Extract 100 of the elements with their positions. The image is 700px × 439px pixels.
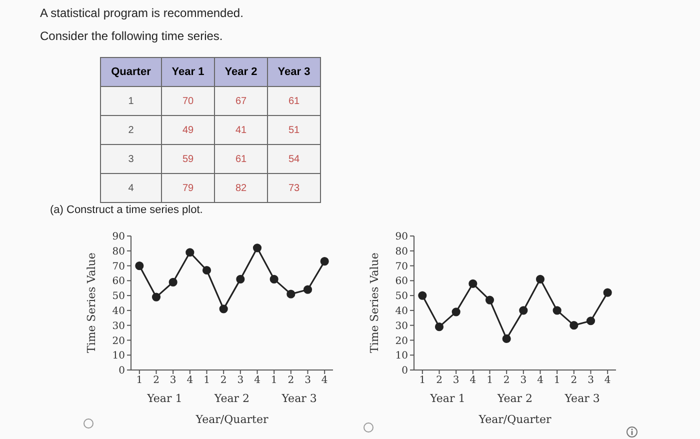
x-tick-label: 3 xyxy=(237,375,244,386)
data-label: 61 xyxy=(214,144,268,174)
data-label: 82 xyxy=(214,174,268,202)
point xyxy=(219,304,228,314)
x-tick-label: 3 xyxy=(452,375,460,386)
point xyxy=(502,334,511,344)
point xyxy=(135,261,144,270)
x-tick-label: Year 1 xyxy=(162,58,214,86)
point xyxy=(270,274,278,284)
point xyxy=(552,306,562,315)
x-axis-title: Year/Quarter xyxy=(194,413,270,426)
y-axis-title: Time Series Value xyxy=(84,252,98,353)
x-tick-label: 3 xyxy=(520,375,527,386)
data-label: 67 xyxy=(214,86,268,116)
y-tick-label: 80 xyxy=(112,246,125,258)
y-tick-label: 90 xyxy=(395,232,408,243)
x-tick-label: 1 xyxy=(419,375,426,386)
y-tick-label: 1 xyxy=(100,86,162,116)
y-tick-label: 80 xyxy=(395,246,408,258)
x-tick-label: 1 xyxy=(554,375,560,386)
point xyxy=(236,274,245,284)
text: Year 1 xyxy=(146,392,184,405)
point xyxy=(570,321,578,330)
y-tick-label: 30 xyxy=(395,320,408,332)
chart-title: A statistical program is recommended. xyxy=(40,6,244,20)
x-tick-label: 4 xyxy=(537,375,544,386)
x-tick-label: 4 xyxy=(604,375,611,386)
x-tick-label: 2 xyxy=(288,375,294,386)
point xyxy=(202,266,212,275)
y-tick-label: 30 xyxy=(112,320,125,332)
y-tick-label: 90 xyxy=(112,232,125,243)
point xyxy=(536,274,545,284)
data-label: 41 xyxy=(214,116,268,144)
data-label: 70 xyxy=(162,86,214,116)
data-label: 59 xyxy=(162,144,214,174)
y-tick-label: 60 xyxy=(395,276,408,288)
text: Year 3 xyxy=(564,392,601,405)
y-tick-label: 70 xyxy=(395,261,408,272)
data-label: 49 xyxy=(162,116,214,144)
y-tick-label: 20 xyxy=(112,336,125,347)
point xyxy=(418,291,427,300)
y-tick-label: 2 xyxy=(100,116,162,144)
y-tick-label: 0 xyxy=(118,366,125,377)
point xyxy=(286,290,296,298)
x-tick-label: 4 xyxy=(254,375,260,386)
point xyxy=(303,285,312,294)
point xyxy=(252,244,262,252)
point xyxy=(434,322,444,332)
x-tick-label: Year 3 xyxy=(268,58,320,86)
data-label: 54 xyxy=(268,144,320,174)
chart-subtitle: Consider the following time series. xyxy=(40,29,223,43)
x-tick-label: Year 2 xyxy=(214,58,268,86)
data-label: 61 xyxy=(268,86,320,116)
x-tick-label: 1 xyxy=(486,375,493,386)
point xyxy=(519,306,528,315)
x-axis-title: Year/Quarter xyxy=(478,413,552,426)
x-tick-label: 1 xyxy=(136,375,143,386)
point xyxy=(485,296,494,304)
data-label: 51 xyxy=(268,116,320,144)
point xyxy=(603,288,612,297)
y-tick-label: 60 xyxy=(112,276,125,288)
y-tick-label: 10 xyxy=(395,350,408,362)
y-tick-label: 70 xyxy=(112,261,125,272)
x-tick-label: 2 xyxy=(220,375,227,386)
point xyxy=(452,308,460,316)
y-tick-label: 40 xyxy=(395,306,408,317)
x-tick-label: 1 xyxy=(270,375,278,386)
point xyxy=(186,248,194,257)
data-label: 79 xyxy=(162,174,214,202)
data-label: 73 xyxy=(268,174,320,202)
point xyxy=(468,279,478,288)
x-tick-label: 4 xyxy=(321,375,328,386)
y-axis-title: Quarter xyxy=(100,58,162,86)
text: Year 3 xyxy=(280,392,318,405)
text: Year 2 xyxy=(213,392,251,405)
text: Year 1 xyxy=(429,392,466,405)
y-tick-label: 40 xyxy=(112,306,125,317)
text: Year 2 xyxy=(496,392,534,405)
point xyxy=(168,278,178,286)
x-tick-label: 2 xyxy=(436,375,442,386)
y-tick-label: 4 xyxy=(100,174,162,202)
point xyxy=(152,292,161,302)
x-tick-label: 4 xyxy=(186,375,194,386)
point xyxy=(320,257,329,266)
x-tick-label: 3 xyxy=(170,375,176,386)
text: (a) Construct a time series plot. xyxy=(50,204,203,216)
y-tick-label: 20 xyxy=(395,336,408,347)
y-tick-label: 3 xyxy=(100,144,162,174)
y-tick-label: 10 xyxy=(112,350,125,362)
y-tick-label: 50 xyxy=(395,291,408,302)
y-axis-title: Time Series Value xyxy=(368,252,381,353)
y-tick-label: 0 xyxy=(402,366,408,377)
x-tick-label: 3 xyxy=(588,375,594,386)
x-tick-label: 2 xyxy=(503,375,510,386)
x-tick-label: 4 xyxy=(470,375,476,386)
point xyxy=(586,316,596,326)
x-tick-label: 1 xyxy=(204,375,210,386)
x-tick-label: 3 xyxy=(304,375,311,386)
x-tick-label: 2 xyxy=(570,375,578,386)
y-tick-label: 50 xyxy=(112,291,125,302)
